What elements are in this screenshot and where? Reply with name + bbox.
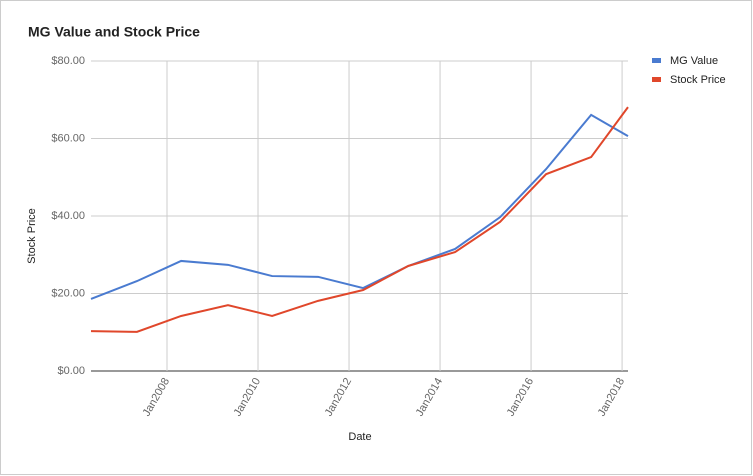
chart-title: MG Value and Stock Price xyxy=(28,24,200,40)
legend-label: Stock Price xyxy=(670,74,726,86)
series-line xyxy=(90,113,629,300)
legend-swatch xyxy=(652,58,661,63)
y-tick-label: $80.00 xyxy=(51,55,85,67)
legend-swatch xyxy=(652,77,661,82)
y-tick-label: $60.00 xyxy=(51,132,85,144)
y-tick-label: $20.00 xyxy=(51,287,85,299)
y-axis-label: Stock Price xyxy=(26,208,38,264)
series-line xyxy=(90,106,629,333)
y-tick-label: $40.00 xyxy=(51,210,85,222)
legend-label: MG Value xyxy=(670,55,718,67)
y-tick-label: $0.00 xyxy=(57,365,85,377)
x-axis-label: Date xyxy=(348,431,371,443)
